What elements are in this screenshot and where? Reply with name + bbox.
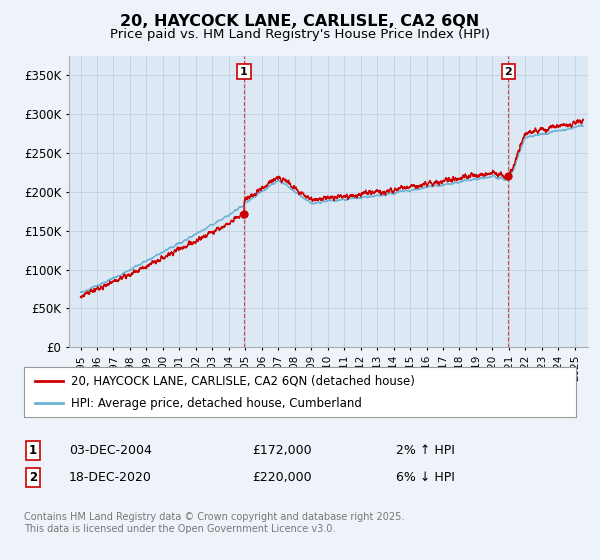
Text: 20, HAYCOCK LANE, CARLISLE, CA2 6QN: 20, HAYCOCK LANE, CARLISLE, CA2 6QN <box>121 14 479 29</box>
Text: £220,000: £220,000 <box>252 470 311 484</box>
Text: 2% ↑ HPI: 2% ↑ HPI <box>396 444 455 458</box>
Text: £172,000: £172,000 <box>252 444 311 458</box>
Text: Contains HM Land Registry data © Crown copyright and database right 2025.
This d: Contains HM Land Registry data © Crown c… <box>24 512 404 534</box>
Text: 18-DEC-2020: 18-DEC-2020 <box>69 470 152 484</box>
Text: 1: 1 <box>240 67 248 77</box>
Text: 20, HAYCOCK LANE, CARLISLE, CA2 6QN (detached house): 20, HAYCOCK LANE, CARLISLE, CA2 6QN (det… <box>71 375 415 388</box>
Text: Price paid vs. HM Land Registry's House Price Index (HPI): Price paid vs. HM Land Registry's House … <box>110 28 490 41</box>
Text: 2: 2 <box>29 470 37 484</box>
Text: 1: 1 <box>29 444 37 458</box>
Text: HPI: Average price, detached house, Cumberland: HPI: Average price, detached house, Cumb… <box>71 396 362 409</box>
Text: 03-DEC-2004: 03-DEC-2004 <box>69 444 152 458</box>
Text: 6% ↓ HPI: 6% ↓ HPI <box>396 470 455 484</box>
Text: 2: 2 <box>505 67 512 77</box>
